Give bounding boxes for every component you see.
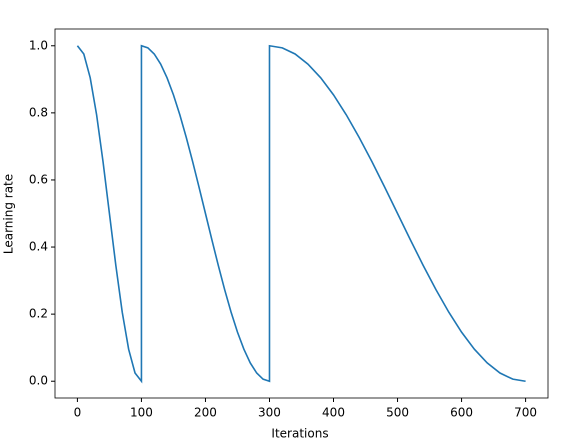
y-tick-label: 0.0	[29, 374, 48, 388]
x-tick-label: 100	[130, 406, 153, 420]
y-tick-label: 0.2	[29, 307, 48, 321]
y-axis-label: Learning rate	[2, 174, 16, 254]
x-tick-label: 200	[194, 406, 217, 420]
x-axis-label: Iterations	[271, 427, 328, 441]
y-tick-label: 0.4	[29, 240, 48, 254]
x-tick-label: 700	[514, 406, 537, 420]
line	[76, 44, 526, 384]
y-tick-label: 0.8	[29, 105, 48, 119]
x-tick-label: 500	[386, 406, 409, 420]
y-tick-label: 1.0	[29, 38, 48, 52]
y-tick-label: 0.6	[29, 172, 48, 186]
x-tick-label: 600	[450, 406, 473, 420]
x-tick-label: 400	[322, 406, 345, 420]
plot-frame	[54, 28, 549, 399]
x-tick-label: 300	[258, 406, 281, 420]
x-tick-label: 0	[74, 406, 82, 420]
